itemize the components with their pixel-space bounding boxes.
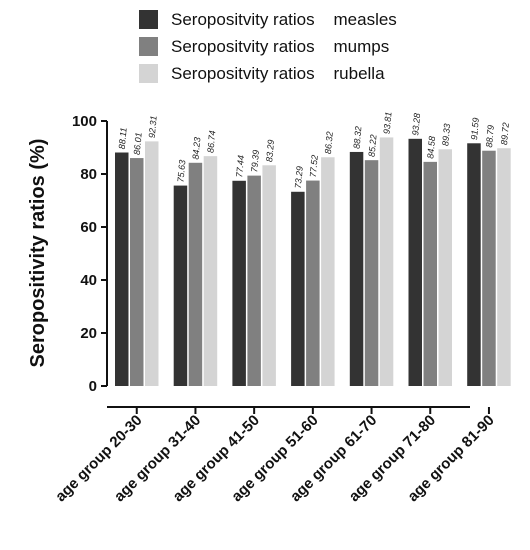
data-label: 93.28 xyxy=(410,113,422,136)
bar xyxy=(306,180,320,386)
data-label: 79.39 xyxy=(249,149,261,172)
legend-swatch xyxy=(139,10,158,29)
y-tick-label: 40 xyxy=(80,272,97,289)
bar xyxy=(467,143,481,386)
data-label: 93.81 xyxy=(382,111,394,134)
bar xyxy=(497,148,511,386)
bar xyxy=(130,158,144,386)
data-label: 88.11 xyxy=(117,127,129,150)
y-tick-label: 0 xyxy=(89,378,97,395)
data-label: 86.32 xyxy=(323,131,335,154)
data-label: 83.29 xyxy=(264,139,276,162)
data-label: 73.29 xyxy=(293,166,305,189)
data-label: 91.59 xyxy=(469,117,481,140)
data-label: 77.52 xyxy=(308,154,320,177)
bar xyxy=(364,160,379,386)
data-label: 85.22 xyxy=(367,134,379,157)
legend-label: Seropositvity ratios rubella xyxy=(171,64,385,83)
legend-label: Seropositvity ratios measles xyxy=(171,10,397,29)
y-axis-title: Seropositivity ratios (%) xyxy=(27,139,49,368)
data-label: 89.33 xyxy=(440,123,452,146)
bar xyxy=(438,149,452,386)
legend-label: Seropositvity ratios mumps xyxy=(171,37,389,56)
bar xyxy=(262,165,276,386)
bar xyxy=(145,141,159,386)
bar xyxy=(408,138,422,386)
legend-swatch xyxy=(139,37,158,56)
bar xyxy=(232,180,246,386)
bar xyxy=(291,191,305,386)
data-label: 89.72 xyxy=(499,122,511,145)
data-label: 77.44 xyxy=(234,155,246,178)
bar xyxy=(482,150,496,386)
data-label: 86.74 xyxy=(205,130,217,153)
bar xyxy=(115,152,129,386)
bar xyxy=(203,156,218,386)
data-label: 84.23 xyxy=(190,137,202,160)
bar xyxy=(423,161,437,386)
legend-swatch xyxy=(139,64,158,83)
data-label: 86.01 xyxy=(132,132,144,155)
bar xyxy=(379,137,394,386)
data-label: 75.63 xyxy=(175,159,187,182)
data-label: 84.58 xyxy=(425,136,437,159)
data-label: 88.79 xyxy=(484,125,496,148)
bar xyxy=(188,162,203,386)
y-tick-label: 80 xyxy=(80,166,97,183)
y-tick-label: 100 xyxy=(72,113,97,130)
data-label: 92.31 xyxy=(147,115,159,138)
bar xyxy=(321,157,335,386)
bar xyxy=(173,185,188,386)
bar xyxy=(349,151,364,386)
y-tick-label: 20 xyxy=(80,325,97,342)
bar xyxy=(247,175,261,386)
data-label: 88.32 xyxy=(352,126,364,149)
y-tick-label: 60 xyxy=(80,219,97,236)
legend: Seropositvity ratios measles Seropositvit… xyxy=(139,10,397,83)
